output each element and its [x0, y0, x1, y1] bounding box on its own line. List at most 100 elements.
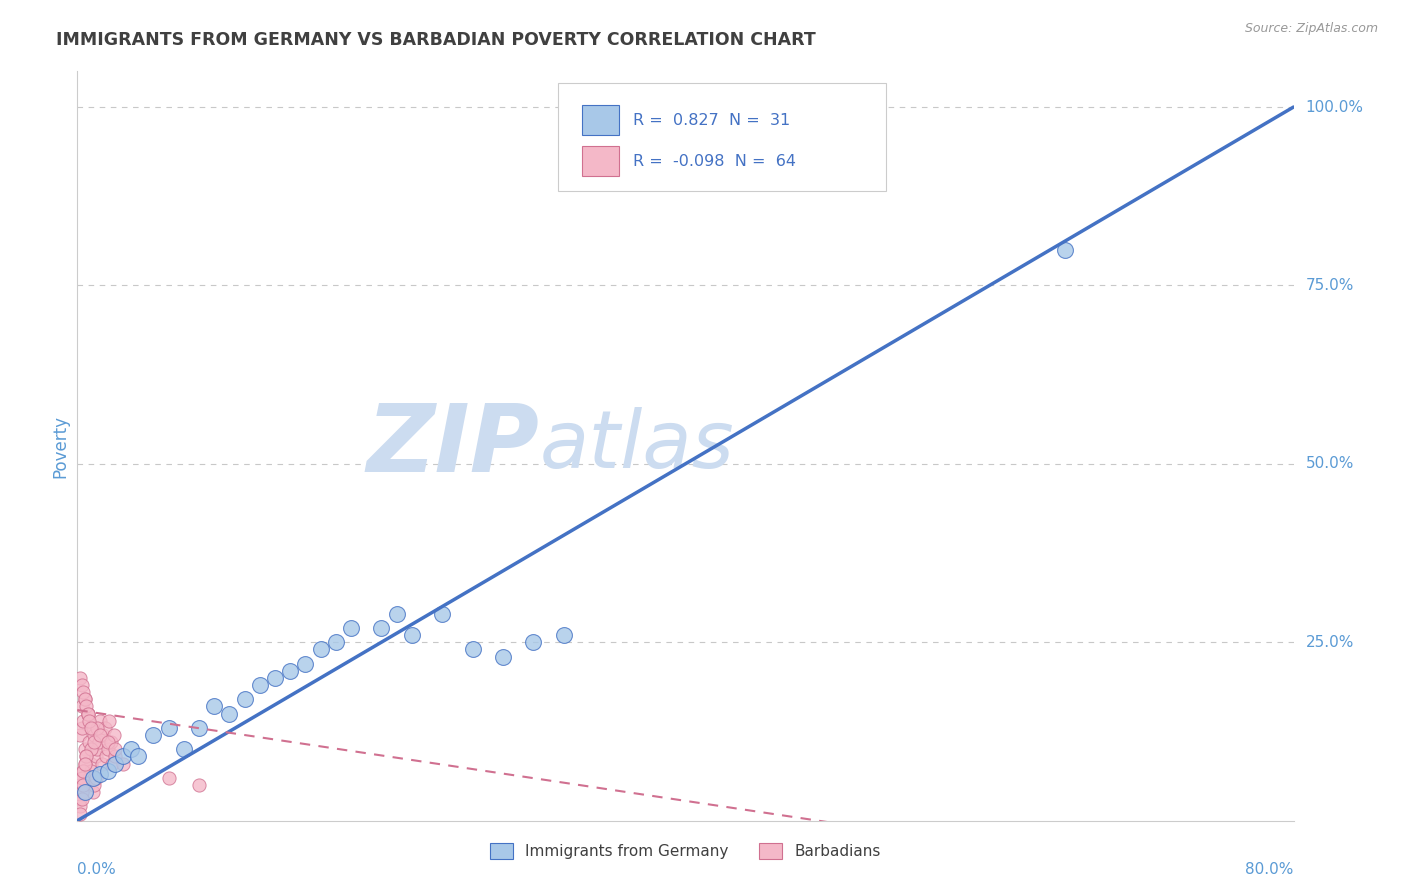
Point	[70, 785, 93, 799]
Point	[90, 756, 112, 771]
Point	[70, 771, 93, 785]
Point	[264, 671, 287, 685]
Point	[89, 728, 111, 742]
Point	[233, 692, 256, 706]
Point	[80, 756, 103, 771]
Point	[70, 721, 93, 735]
Point	[69, 778, 91, 792]
Text: 25.0%: 25.0%	[1306, 635, 1354, 649]
Point	[218, 706, 240, 721]
Point	[120, 742, 142, 756]
Point	[69, 806, 91, 821]
FancyBboxPatch shape	[558, 83, 886, 191]
FancyBboxPatch shape	[582, 146, 619, 177]
Point	[83, 778, 105, 792]
Point	[188, 778, 211, 792]
Point	[309, 642, 332, 657]
Point	[385, 607, 408, 621]
Point	[97, 764, 120, 778]
Point	[70, 699, 93, 714]
Point	[69, 792, 91, 806]
Point	[553, 628, 575, 642]
Text: Source: ZipAtlas.com: Source: ZipAtlas.com	[1244, 22, 1378, 36]
Point	[73, 692, 96, 706]
Point	[82, 785, 104, 799]
Point	[101, 756, 124, 771]
Point	[104, 742, 127, 756]
Text: 0.0%: 0.0%	[77, 862, 117, 877]
Text: R =  0.827  N =  31: R = 0.827 N = 31	[633, 112, 790, 128]
Point	[87, 735, 110, 749]
Point	[82, 721, 104, 735]
Point	[70, 771, 93, 785]
Point	[69, 799, 91, 814]
Point	[73, 756, 96, 771]
Point	[77, 706, 100, 721]
Point	[80, 742, 103, 756]
Point	[79, 771, 101, 785]
Legend: Immigrants from Germany, Barbadians: Immigrants from Germany, Barbadians	[484, 838, 887, 865]
Point	[72, 778, 94, 792]
Point	[492, 649, 515, 664]
Text: 100.0%: 100.0%	[1306, 100, 1364, 114]
Text: 80.0%: 80.0%	[1246, 862, 1294, 877]
Point	[111, 756, 134, 771]
Point	[77, 706, 100, 721]
Point	[249, 678, 271, 692]
Point	[86, 721, 108, 735]
Point	[79, 735, 101, 749]
Point	[325, 635, 347, 649]
Text: R =  -0.098  N =  64: R = -0.098 N = 64	[633, 153, 796, 169]
Y-axis label: Poverty: Poverty	[51, 415, 69, 477]
Point	[522, 635, 544, 649]
Point	[89, 767, 111, 781]
Point	[73, 742, 96, 756]
Point	[202, 699, 225, 714]
Point	[79, 714, 101, 728]
Point	[73, 692, 96, 706]
FancyBboxPatch shape	[582, 105, 619, 135]
Point	[72, 714, 94, 728]
Point	[84, 771, 107, 785]
Point	[127, 749, 149, 764]
Text: 75.0%: 75.0%	[1306, 278, 1354, 293]
Point	[157, 721, 180, 735]
Point	[104, 749, 127, 764]
Point	[100, 735, 122, 749]
Point	[69, 728, 91, 742]
Point	[89, 714, 111, 728]
Point	[72, 764, 94, 778]
Text: 50.0%: 50.0%	[1306, 457, 1354, 471]
Point	[70, 792, 93, 806]
Point	[97, 742, 120, 756]
Point	[461, 642, 484, 657]
Point	[370, 621, 392, 635]
Point	[340, 621, 363, 635]
Point	[77, 706, 100, 721]
Point	[77, 778, 100, 792]
Point	[91, 728, 114, 742]
Point	[75, 749, 97, 764]
Point	[73, 785, 96, 799]
Point	[86, 742, 108, 756]
Point	[142, 728, 165, 742]
Point	[80, 721, 103, 735]
Point	[83, 728, 105, 742]
Text: atlas: atlas	[540, 407, 734, 485]
Point	[98, 714, 121, 728]
Point	[430, 607, 453, 621]
Point	[72, 685, 94, 699]
Point	[157, 771, 180, 785]
Point	[103, 728, 125, 742]
Point	[294, 657, 316, 671]
Point	[84, 749, 107, 764]
Point	[111, 749, 134, 764]
Point	[82, 771, 104, 785]
Point	[278, 664, 301, 678]
Point	[401, 628, 423, 642]
Point	[70, 678, 93, 692]
Point	[69, 671, 91, 685]
Text: ZIP: ZIP	[367, 400, 540, 492]
Text: IMMIGRANTS FROM GERMANY VS BARBADIAN POVERTY CORRELATION CHART: IMMIGRANTS FROM GERMANY VS BARBADIAN POV…	[56, 31, 815, 49]
Point	[80, 764, 103, 778]
